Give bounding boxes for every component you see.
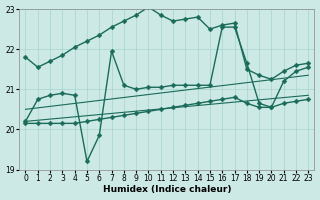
- X-axis label: Humidex (Indice chaleur): Humidex (Indice chaleur): [103, 185, 231, 194]
